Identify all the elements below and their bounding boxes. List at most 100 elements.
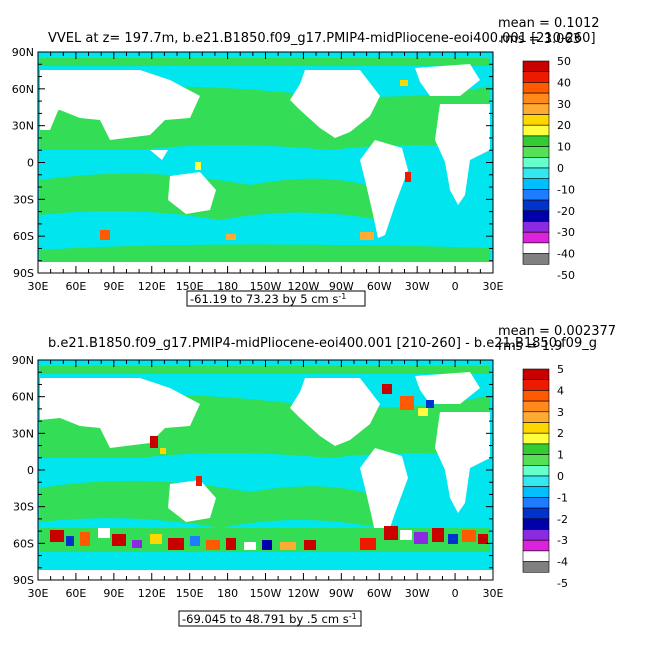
colorbar-swatch — [522, 475, 550, 487]
colorbar-swatch — [522, 114, 550, 126]
colorbar-swatch — [522, 464, 550, 477]
colorbar-swatch — [522, 443, 550, 455]
colorbar-swatch — [522, 422, 550, 434]
x-tick-label: 30E — [483, 587, 504, 600]
colorbar-label: -1 — [557, 491, 568, 504]
panel-1-speckles — [100, 80, 411, 240]
colorbar-swatch — [522, 199, 550, 212]
colorbar-swatch — [522, 368, 550, 380]
panel-1-map — [38, 52, 493, 273]
panel-2-range-box: -69.045 to 48.791 by .5 cm s-1 — [178, 610, 362, 627]
colorbar-label: 50 — [557, 55, 571, 68]
colorbar-label: -3 — [557, 534, 568, 547]
y-tick-label: 60N — [12, 391, 34, 404]
colorbar-swatch — [522, 507, 550, 520]
colorbar-label: 5 — [557, 363, 564, 376]
colorbar-label: 0 — [557, 162, 564, 175]
colorbar-label: -10 — [557, 183, 575, 196]
x-tick-label: 60W — [367, 280, 392, 293]
colorbar-label: -50 — [557, 269, 575, 282]
colorbar-swatch — [522, 242, 550, 254]
x-tick-label: 90W — [329, 587, 354, 600]
colorbar-swatch — [522, 231, 550, 244]
x-tick-label: 0 — [452, 280, 459, 293]
x-tick-label: 30E — [28, 587, 49, 600]
panel-2-southern-band — [40, 526, 490, 552]
x-tick-label: 150W — [250, 280, 282, 293]
colorbar-swatch — [522, 539, 550, 552]
panel-2-green-arctic — [40, 366, 490, 374]
x-tick-label: 60E — [65, 587, 86, 600]
x-tick-label: 60E — [65, 280, 86, 293]
colorbar-swatch — [522, 486, 550, 498]
colorbar-label: 40 — [557, 76, 571, 89]
x-tick-label: 150E — [176, 280, 204, 293]
colorbar-swatch — [522, 135, 550, 147]
y-tick-label: 90N — [12, 354, 34, 367]
x-tick-label: 180 — [217, 587, 238, 600]
colorbar-swatch — [522, 210, 550, 222]
y-tick-label: 30S — [13, 193, 34, 206]
colorbar-label: -20 — [557, 205, 575, 218]
y-tick-label: 60N — [12, 83, 34, 96]
colorbar-swatch — [522, 92, 550, 105]
panel-2-land — [38, 372, 493, 580]
x-tick-label: 90W — [329, 280, 354, 293]
colorbar-swatch — [522, 518, 550, 530]
x-tick-label: 30E — [28, 280, 49, 293]
colorbar-label: -2 — [557, 513, 568, 526]
x-tick-label: 120E — [138, 280, 166, 293]
colorbar-swatch — [522, 60, 550, 72]
panel-1-range-label: -61.19 to 73.23 by 5 cm s-1 — [190, 292, 346, 306]
colorbar-swatch — [522, 253, 550, 265]
panel-2-north-speckles — [150, 384, 434, 486]
panel-1-axes: 30E 60E 90E 120E 150E 180 150W 120W 90W 60W 30W 0 30… — [12, 46, 504, 293]
panel-2-title: b.e21.B1850.f09_g17.PMIP4-midPliocene-eo… — [48, 336, 597, 351]
colorbar-swatch — [522, 432, 550, 445]
colorbar-label: 2 — [557, 427, 564, 440]
panel-1-green-arctic — [40, 58, 490, 66]
colorbar-label: 3 — [557, 406, 564, 419]
colorbar-label: 1 — [557, 449, 564, 462]
x-tick-label: 90E — [103, 280, 124, 293]
colorbar-swatch — [522, 400, 550, 413]
colorbar-swatch — [522, 561, 550, 573]
y-tick-label: 60S — [13, 230, 34, 243]
colorbar-swatch — [522, 379, 550, 391]
panel-1: VVEL at z= 197.7m, b.e21.B1850.f09_g17.P… — [12, 16, 600, 307]
colorbar-swatch — [522, 454, 550, 466]
y-tick-label: 90S — [13, 267, 34, 280]
colorbar-swatch — [522, 497, 550, 509]
colorbar-swatch — [522, 529, 550, 541]
x-tick-label: 30W — [405, 587, 430, 600]
y-tick-label: 0 — [27, 157, 34, 170]
panel-2-mean: mean = 0.002377 — [498, 324, 616, 339]
colorbar-swatch — [522, 221, 550, 233]
y-tick-label: 30N — [12, 427, 34, 440]
panel-1-colorbar: 50 40 30 20 10 0 -10 -20 -30 -40 -50 — [522, 55, 575, 282]
colorbar-label: 20 — [557, 119, 571, 132]
y-tick-label: 90S — [13, 574, 34, 587]
colorbar-label: -40 — [557, 248, 575, 261]
panel-1-land — [38, 64, 493, 273]
colorbar-swatch — [522, 550, 550, 562]
colorbar-label: 4 — [557, 384, 564, 397]
y-tick-label: 60S — [13, 537, 34, 550]
panel-1-mean: mean = 0.1012 — [498, 16, 600, 31]
colorbar-swatch — [522, 189, 550, 201]
colorbar-label: 0 — [557, 470, 564, 483]
colorbar-label: 30 — [557, 98, 571, 111]
x-tick-label: 180 — [217, 280, 238, 293]
panel-1-green-south — [40, 244, 490, 262]
y-tick-label: 0 — [27, 464, 34, 477]
colorbar-label: -30 — [557, 226, 575, 239]
panel-1-range-box: -61.19 to 73.23 by 5 cm s-1 — [186, 290, 366, 307]
x-tick-label: 120W — [287, 587, 319, 600]
x-tick-label: 30W — [405, 280, 430, 293]
x-tick-label: 150W — [250, 587, 282, 600]
y-tick-label: 30N — [12, 120, 34, 133]
panel-2-map — [38, 360, 493, 580]
x-tick-label: 150E — [176, 587, 204, 600]
colorbar-label: -4 — [557, 556, 568, 569]
